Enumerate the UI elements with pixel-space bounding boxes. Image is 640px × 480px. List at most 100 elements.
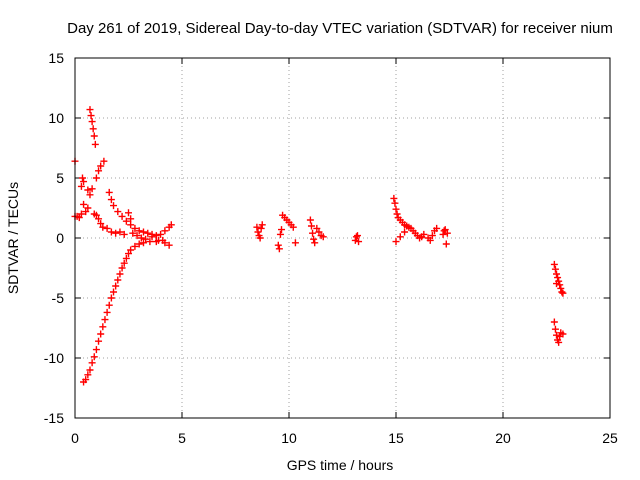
- data-point: [550, 318, 558, 326]
- data-point: [86, 106, 94, 114]
- data-point: [97, 330, 105, 338]
- y-axis-label: SDTVAR / TECUs: [5, 182, 21, 294]
- data-point: [80, 200, 88, 208]
- data-point: [154, 236, 162, 244]
- data-point: [556, 281, 564, 289]
- data-point: [105, 301, 113, 309]
- data-point: [550, 260, 558, 268]
- data-point: [131, 224, 139, 232]
- data-point: [553, 331, 560, 339]
- data-point: [107, 228, 115, 236]
- data-point: [91, 140, 99, 148]
- data-point: [257, 224, 265, 232]
- data-point: [92, 174, 100, 182]
- x-tick-label: 10: [281, 430, 297, 446]
- data-point: [442, 240, 450, 248]
- y-tick-label: 10: [48, 110, 64, 126]
- data-point: [443, 229, 451, 237]
- data-point: [133, 232, 141, 240]
- data-point: [165, 241, 173, 249]
- data-point: [309, 229, 317, 237]
- data-point: [86, 366, 94, 374]
- data-point: [289, 223, 297, 231]
- data-point: [127, 221, 135, 229]
- data-point: [148, 233, 156, 241]
- data-points: [71, 106, 567, 386]
- data-point: [122, 254, 130, 262]
- y-tick-label: -10: [44, 350, 64, 366]
- data-point: [426, 236, 434, 244]
- data-point: [555, 338, 563, 346]
- data-point: [553, 280, 560, 288]
- data-point: [78, 174, 86, 182]
- y-tick-label: 0: [56, 230, 64, 246]
- data-point: [112, 282, 120, 290]
- data-point: [559, 330, 567, 338]
- data-point: [92, 346, 100, 354]
- data-point: [116, 228, 124, 236]
- data-point: [142, 235, 150, 243]
- data-point: [88, 185, 96, 193]
- data-point: [307, 222, 315, 230]
- y-tick-label: -15: [44, 410, 64, 426]
- data-point: [420, 230, 428, 238]
- grid: [75, 58, 610, 418]
- data-point: [391, 199, 399, 207]
- x-tick-label: 25: [602, 430, 618, 446]
- data-point: [306, 216, 314, 224]
- data-point: [82, 208, 90, 216]
- y-tick-label: 5: [56, 170, 64, 186]
- data-point: [351, 236, 359, 244]
- data-point: [120, 230, 128, 238]
- data-point: [127, 246, 135, 254]
- data-point: [558, 288, 566, 296]
- data-point: [84, 204, 92, 212]
- data-point: [99, 223, 107, 231]
- data-point: [97, 220, 105, 228]
- data-point: [276, 230, 284, 238]
- data-point: [278, 226, 286, 234]
- data-point: [95, 215, 103, 223]
- data-point: [110, 288, 118, 296]
- data-point: [86, 191, 94, 199]
- data-point: [393, 210, 401, 218]
- data-point: [131, 242, 139, 250]
- data-point: [311, 239, 319, 247]
- data-point: [439, 230, 447, 238]
- data-point: [80, 178, 88, 186]
- data-point: [112, 229, 120, 237]
- data-point: [157, 230, 165, 238]
- data-point: [161, 239, 169, 247]
- data-point: [135, 227, 143, 235]
- data-point: [90, 132, 98, 140]
- x-tick-label: 15: [388, 430, 404, 446]
- data-point: [100, 157, 108, 165]
- data-point: [139, 228, 147, 236]
- data-point: [129, 229, 137, 237]
- data-point: [291, 239, 299, 247]
- data-point: [92, 211, 100, 219]
- data-point: [97, 162, 105, 170]
- data-point: [441, 226, 449, 234]
- x-tick-label: 0: [71, 430, 79, 446]
- data-point: [114, 276, 122, 284]
- plot-frame: [74, 57, 611, 419]
- data-point: [90, 353, 98, 361]
- data-point: [152, 232, 160, 240]
- data-point: [433, 224, 441, 232]
- data-point: [75, 214, 83, 222]
- data-point: [87, 112, 95, 120]
- data-point: [551, 265, 559, 273]
- data-point: [559, 289, 567, 297]
- data-point: [137, 234, 145, 242]
- data-point: [551, 325, 559, 333]
- data-point: [89, 125, 97, 133]
- data-point: [392, 238, 400, 246]
- data-point: [253, 223, 261, 231]
- data-point: [258, 221, 266, 229]
- data-point: [313, 224, 321, 232]
- chart-title: Day 261 of 2019, Sidereal Day-to-day VTE…: [67, 20, 613, 37]
- data-point: [122, 217, 130, 225]
